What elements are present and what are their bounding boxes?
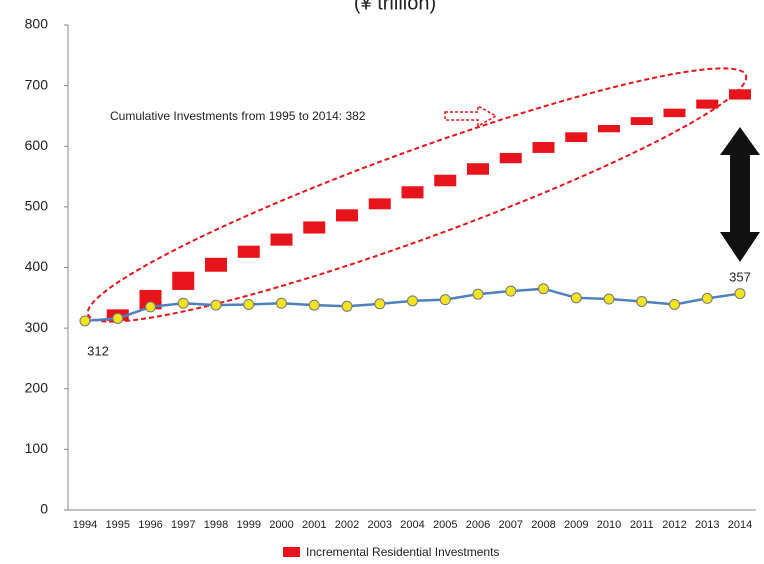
legend-label: Incremental Residential Investments (306, 545, 499, 559)
line-marker (701, 292, 713, 304)
x-tick-label: 1996 (138, 519, 162, 531)
waterfall-bar (270, 233, 293, 246)
line-marker (439, 294, 451, 306)
waterfall-bar (237, 245, 260, 258)
y-tick-label: 200 (25, 379, 49, 395)
x-tick-label: 2013 (695, 519, 719, 531)
line-marker (505, 285, 517, 297)
x-tick-label: 2009 (564, 519, 588, 531)
highlight-ellipse (86, 67, 748, 323)
annotation: 312 (87, 343, 109, 358)
line-marker (79, 315, 91, 327)
line-marker (603, 293, 615, 305)
line-marker (538, 283, 549, 295)
hint-arrow (444, 104, 498, 128)
x-tick-label: 2012 (662, 519, 686, 531)
line-marker (177, 297, 189, 309)
waterfall-bar (401, 186, 424, 199)
waterfall-bar (663, 108, 686, 118)
x-tick-label: 2004 (400, 519, 424, 531)
x-tick-label: 2008 (531, 519, 555, 531)
x-tick-label: 2014 (728, 519, 752, 531)
line-marker (308, 299, 320, 311)
line-marker (145, 301, 156, 313)
line-marker (341, 300, 353, 312)
chart-title: (¥ trillion) (354, 0, 436, 14)
line-marker (112, 312, 124, 324)
y-tick-label: 0 (40, 501, 48, 517)
y-tick-label: 300 (25, 319, 49, 335)
y-tick-label: 600 (25, 137, 49, 153)
x-tick-label: 1999 (237, 519, 261, 531)
x-tick-label: 1997 (171, 519, 195, 531)
line-marker (669, 298, 680, 310)
line-marker (472, 288, 484, 300)
y-tick-label: 500 (25, 198, 49, 214)
x-tick-label: 1998 (204, 519, 228, 531)
waterfall-bar (467, 163, 489, 175)
waterfall-bar (368, 198, 391, 210)
y-tick-label: 400 (25, 258, 49, 274)
x-tick-label: 2000 (269, 519, 293, 531)
waterfall-bar (303, 221, 326, 234)
waterfall-bar (630, 117, 653, 126)
waterfall-bar (336, 209, 358, 222)
y-tick-label: 800 (25, 16, 49, 32)
waterfall-bar (565, 132, 588, 143)
line-marker (734, 288, 746, 300)
x-tick-label: 2010 (597, 519, 621, 531)
gap-arrow (720, 127, 760, 262)
line-marker (276, 297, 287, 309)
waterfall-bar (205, 257, 227, 272)
annotation: Cumulative Investments from 1995 to 2014… (110, 109, 366, 123)
x-tick-label: 1995 (106, 519, 130, 531)
line-marker (374, 298, 386, 310)
waterfall-bar (139, 289, 162, 310)
x-tick-label: 2005 (433, 519, 457, 531)
x-tick-label: 2006 (466, 519, 490, 531)
y-tick-label: 700 (25, 76, 49, 92)
x-tick-label: 2011 (630, 519, 654, 531)
waterfall-bar (499, 152, 522, 164)
waterfall-bar (696, 99, 719, 109)
waterfall-bar (172, 271, 195, 290)
line-marker (570, 292, 582, 304)
waterfall-bar (729, 89, 751, 100)
x-tick-label: 2003 (368, 519, 392, 531)
x-tick-label: 2007 (499, 519, 523, 531)
x-tick-label: 2002 (335, 519, 359, 531)
legend-swatch (283, 547, 300, 557)
waterfall-bar (434, 174, 457, 187)
x-tick-label: 1994 (73, 519, 97, 531)
line-marker (243, 298, 255, 310)
line-marker (407, 295, 418, 307)
y-tick-label: 100 (25, 440, 49, 456)
x-tick-label: 2001 (302, 519, 326, 531)
annotation: 357 (729, 269, 751, 284)
waterfall-bar (532, 142, 555, 153)
waterfall-bar (598, 125, 620, 133)
line-marker (210, 299, 222, 311)
line-marker (636, 295, 648, 307)
